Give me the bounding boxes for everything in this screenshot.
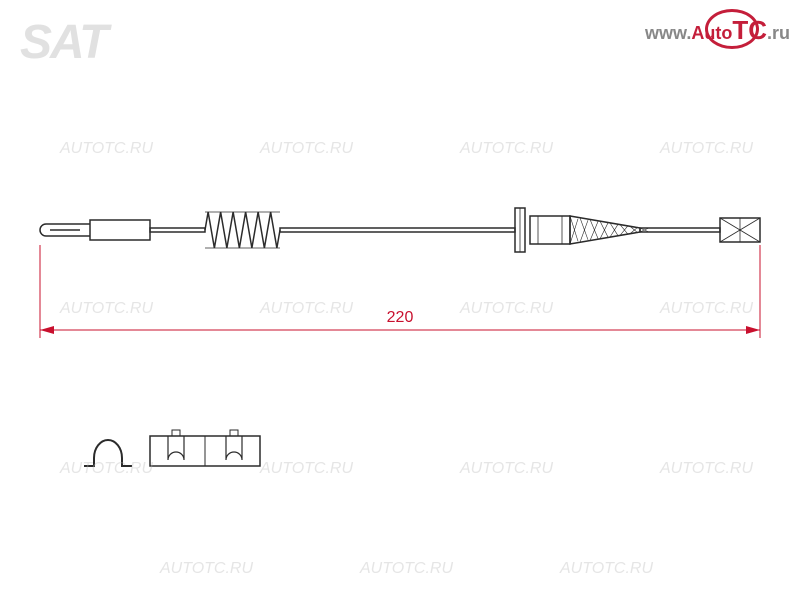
technical-drawing: 220 [0,0,800,600]
svg-text:220: 220 [387,309,414,326]
